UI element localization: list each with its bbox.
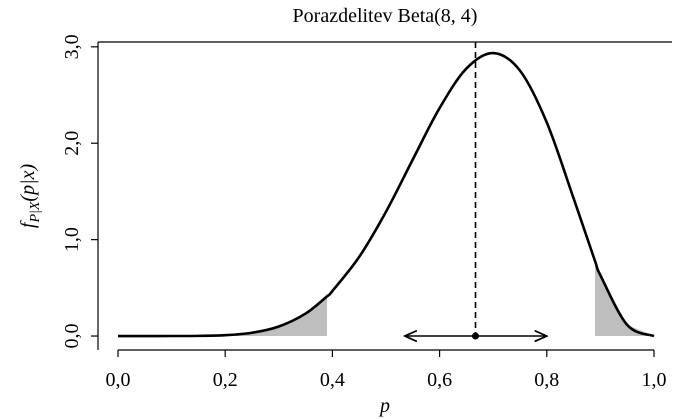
x-tick-label: 0,2 [213,369,238,391]
x-tick-label: 0,4 [320,369,345,391]
y-label-main: f [17,220,39,228]
x-axis-label: p [378,395,390,417]
y-tick-label: 3,0 [61,34,83,59]
x-tick-label: 0,8 [534,369,559,391]
y-tick-label: 1,0 [61,227,83,252]
chart-title: Porazdelitev Beta(8, 4) [293,5,478,27]
shaded-tail [595,261,654,337]
y-tick-label: 0,0 [61,324,83,349]
shaded-tail [117,296,328,337]
y-label-sub: P|X [28,201,43,223]
y-axis-label: fP|X(p|x) [17,164,43,229]
x-tick-label: 0,0 [105,369,130,391]
mean-point [472,332,480,340]
x-tick-label: 0,6 [427,369,452,391]
x-tick-label: 1,0 [641,369,666,391]
y-label-arg: (p|x) [17,164,39,202]
y-tick-label: 2,0 [61,131,83,156]
density-line [117,51,655,338]
